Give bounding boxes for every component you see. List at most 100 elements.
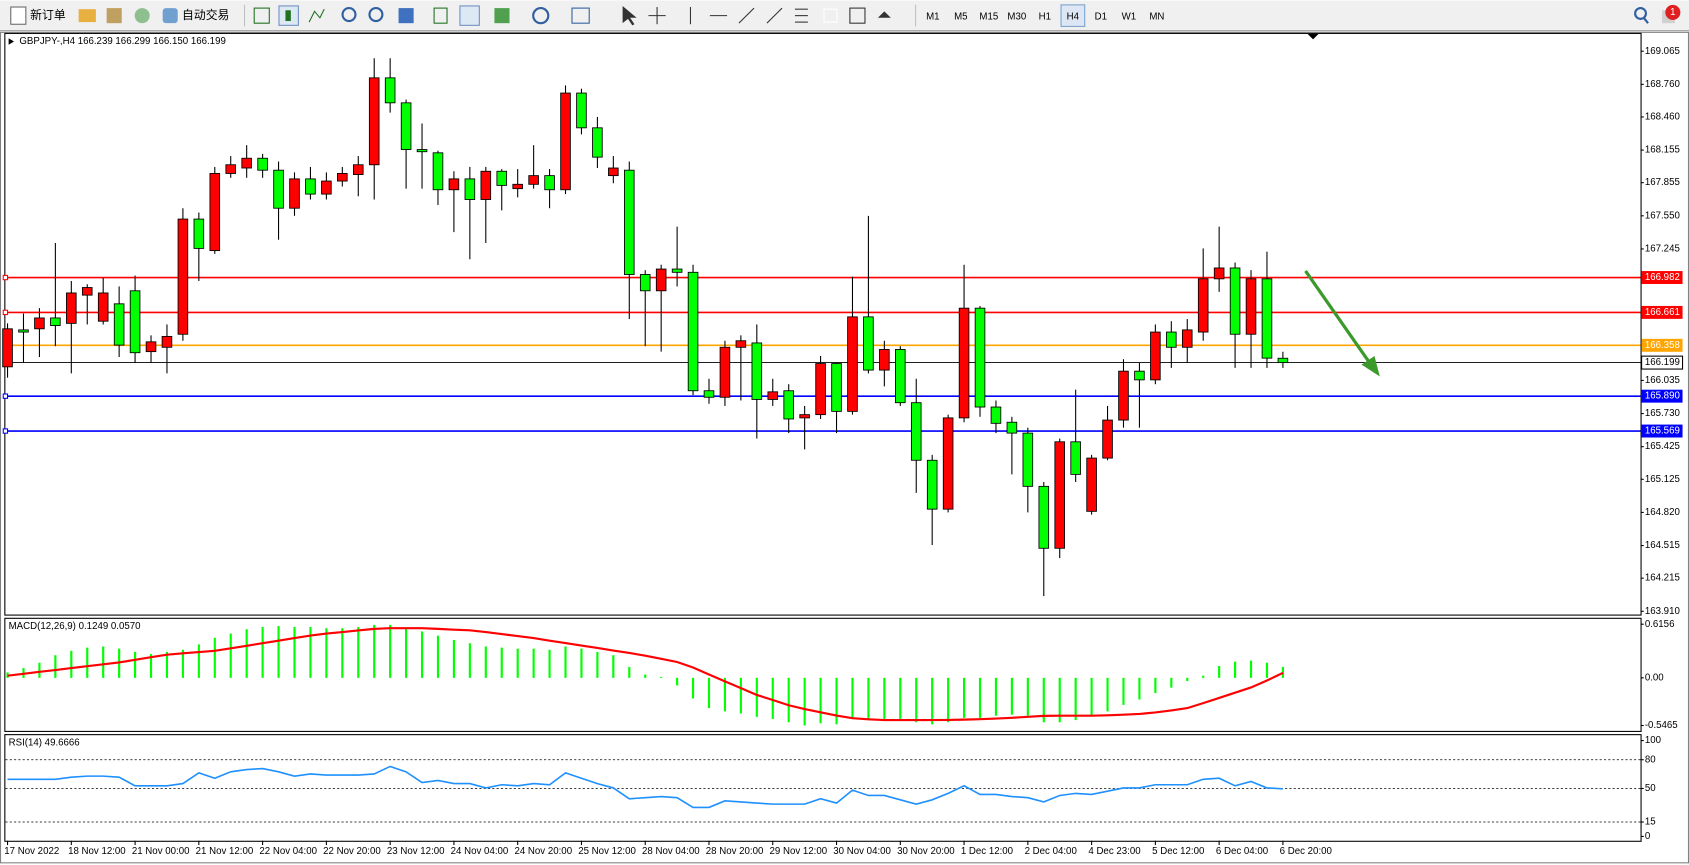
- timeframe-button[interactable]: M30: [1007, 11, 1026, 22]
- timeframe-button[interactable]: M1: [926, 11, 939, 22]
- x-tick-label: 6 Dec 04:00: [1216, 846, 1269, 857]
- timeframe-button[interactable]: H1: [1039, 11, 1051, 22]
- x-tick-label: 2 Dec 04:00: [1025, 846, 1078, 857]
- main-panel: [4, 32, 1642, 616]
- price-level-tag: [1641, 389, 1683, 403]
- price-level-tag: [1641, 305, 1683, 319]
- timeframe-button[interactable]: MN: [1149, 11, 1164, 22]
- candle-body: [496, 170, 508, 186]
- y-tick-label: 168.760: [1645, 79, 1681, 90]
- icon[interactable]: [78, 9, 96, 23]
- shift-marker: [1307, 33, 1319, 40]
- x-tick-label: 30 Nov 20:00: [897, 846, 955, 857]
- price-level-label: 166.661: [1645, 307, 1680, 318]
- price-level-handle: [2, 428, 9, 434]
- indicator-title: MACD(12,26,9) 0.1249 0.0570: [9, 621, 142, 632]
- notification-badge[interactable]: [1665, 4, 1681, 20]
- channel-icon[interactable]: [766, 7, 783, 24]
- candle-body: [831, 363, 842, 412]
- templates-icon[interactable]: [571, 7, 590, 24]
- candle-body: [1022, 432, 1034, 487]
- candle-body: [18, 329, 29, 333]
- candle-body: [1229, 267, 1241, 335]
- candle-body: [942, 417, 954, 510]
- title-marker: [8, 38, 15, 45]
- candle-body: [66, 292, 77, 324]
- candle-body: [1054, 441, 1065, 549]
- icon[interactable]: [106, 8, 122, 24]
- annotation-arrowhead: [1361, 356, 1380, 377]
- periods-icon[interactable]: [532, 7, 550, 25]
- y-tick-label: 15: [1645, 817, 1656, 828]
- candle-body: [464, 178, 476, 200]
- candle-body: [528, 175, 539, 185]
- candle-body: [639, 274, 651, 292]
- scroll-icon[interactable]: [433, 7, 448, 24]
- candle-body: [209, 173, 221, 252]
- candle-body: [352, 164, 364, 175]
- x-tick-label: 23 Nov 12:00: [387, 846, 445, 857]
- timeframe-button[interactable]: H4: [1067, 11, 1080, 22]
- arrows-icon[interactable]: [877, 11, 891, 18]
- zoom-in-icon[interactable]: [341, 7, 357, 23]
- new-order-button[interactable]: 新订单: [30, 8, 66, 22]
- timeframe-button[interactable]: M15: [979, 11, 998, 22]
- toolbar: [0, 0, 1689, 31]
- candle-body: [97, 292, 109, 322]
- candle-body: [368, 77, 380, 166]
- candle-body: [895, 349, 906, 404]
- candle-body: [1102, 419, 1113, 459]
- rsi-line: [7, 765, 1283, 809]
- candle-body: [1038, 485, 1050, 549]
- indicators-icon[interactable]: [494, 8, 510, 24]
- candle-body: [655, 268, 667, 292]
- text-icon[interactable]: [823, 8, 838, 23]
- zoom-out-icon[interactable]: [368, 7, 384, 23]
- candle-body: [273, 169, 284, 209]
- autoscroll-icon[interactable]: [459, 5, 480, 26]
- timeframe-button[interactable]: M5: [954, 11, 967, 22]
- toolbar-buttons: 新订单 自动交易 M1 M5 M15 M30 H1 H4 D1 W1 MN: [10, 4, 1681, 27]
- search-icon[interactable]: [1642, 17, 1649, 24]
- icon[interactable]: [134, 8, 150, 24]
- candle-body: [193, 218, 205, 249]
- candle-body: [671, 268, 683, 273]
- auto-trading-icon[interactable]: [162, 8, 178, 24]
- candle-body: [257, 157, 268, 171]
- x-tick-label: 29 Nov 12:00: [770, 846, 828, 857]
- price-level-label: 165.569: [1645, 426, 1680, 437]
- y-tick-label: 165.125: [1645, 474, 1680, 485]
- y-tick-label: 166.035: [1645, 375, 1680, 386]
- y-tick-label: 165.425: [1645, 441, 1680, 452]
- candle-body: [926, 459, 938, 510]
- x-tick-label: 18 Nov 12:00: [68, 846, 126, 857]
- cursor-icon[interactable]: [622, 5, 637, 26]
- price-level-label: 165.890: [1645, 391, 1681, 402]
- trendline-icon[interactable]: [738, 7, 755, 24]
- candle-body: [576, 92, 587, 129]
- tile-icon[interactable]: [398, 8, 414, 24]
- candle-body: [1118, 370, 1129, 421]
- bar-chart-icon[interactable]: [253, 7, 270, 24]
- x-tick-label: 1 Dec 12:00: [961, 846, 1014, 857]
- x-tick-label: 28 Nov 04:00: [642, 846, 700, 857]
- candle-body: [958, 307, 970, 419]
- candle-body: [416, 149, 428, 153]
- candle-body: [177, 218, 189, 335]
- timeframe-button[interactable]: D1: [1095, 11, 1107, 22]
- y-tick-label: 167.245: [1645, 244, 1680, 255]
- candle-body: [783, 390, 794, 420]
- new-order-icon[interactable]: [10, 6, 27, 25]
- x-tick-label: 30 Nov 04:00: [833, 846, 891, 857]
- candle-body: [1213, 267, 1225, 280]
- timeframe-button[interactable]: W1: [1122, 11, 1137, 22]
- auto-trading-button[interactable]: 自动交易: [182, 8, 229, 22]
- y-tick-label: 0: [1645, 831, 1651, 842]
- search-icon[interactable]: [1634, 7, 1647, 20]
- x-tick-label: 24 Nov 20:00: [514, 846, 572, 857]
- line-chart-icon[interactable]: [308, 8, 325, 23]
- label-icon[interactable]: [849, 7, 866, 24]
- chart-title: GBPJPY-,H4 166.239 166.299 166.150 166.1…: [19, 36, 225, 47]
- candle-body: [2, 328, 13, 368]
